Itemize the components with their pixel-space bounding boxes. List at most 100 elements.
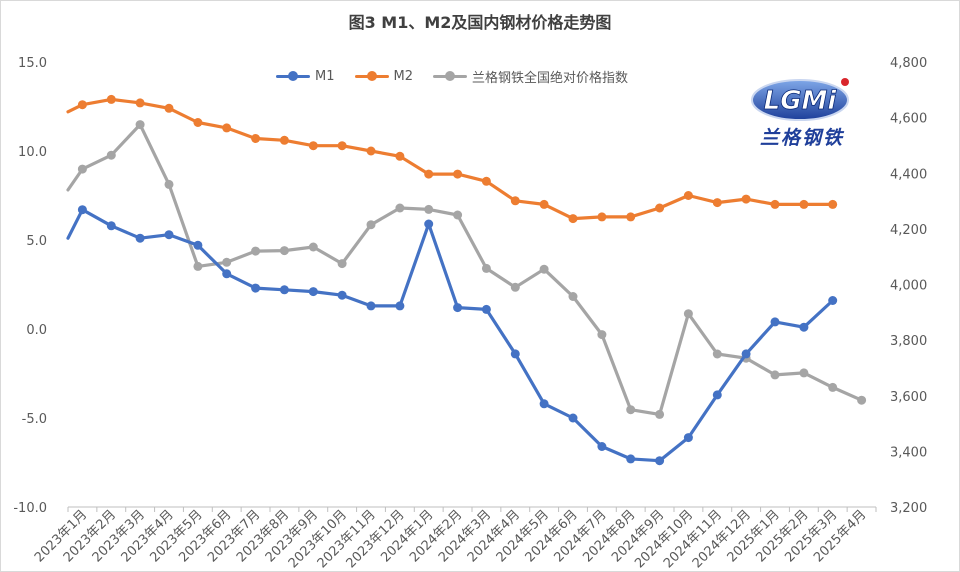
data-point-series-2-14	[481, 263, 491, 273]
left-axis-tick-label: -10.0	[13, 501, 47, 516]
data-point-series-1-0	[77, 100, 87, 110]
data-point-series-1-10	[366, 146, 376, 156]
data-point-series-1-5	[222, 123, 232, 133]
data-point-series-2-4	[193, 261, 203, 271]
data-point-series-1-1	[106, 94, 116, 104]
logo-tagline: 兰格钢铁	[760, 127, 845, 149]
left-axis-tick-label: 10.0	[18, 145, 47, 160]
series-layer	[66, 94, 867, 466]
legend-label-m1: M1	[315, 68, 335, 84]
left-axis-tick-label: 15.0	[18, 56, 47, 71]
logo-wordmark: LGMi	[764, 86, 838, 116]
data-point-series-2-26	[828, 382, 838, 392]
data-point-series-0-20	[655, 456, 665, 466]
left-axis-tick-label: 0.0	[26, 323, 47, 338]
data-point-series-2-19	[626, 405, 636, 415]
data-point-series-1-20	[655, 203, 665, 213]
data-point-series-2-21	[683, 309, 693, 319]
legend-swatch-m2	[354, 69, 389, 83]
legend-swatch-price-index	[433, 69, 467, 83]
legend-swatch-m1	[276, 69, 310, 83]
data-point-series-1-8	[308, 141, 318, 151]
right-axis-tick-label: 3,800	[890, 334, 927, 349]
data-point-series-1-24	[770, 199, 780, 209]
right-axis-tick-label: 3,200	[890, 501, 927, 516]
right-axis-tick-label: 3,400	[890, 445, 927, 460]
data-point-series-2-1	[106, 150, 116, 160]
data-point-series-0-17	[568, 413, 578, 423]
data-point-series-0-24	[770, 317, 780, 327]
right-axis-tick-label: 4,800	[890, 56, 927, 71]
data-point-series-2-10	[366, 220, 376, 230]
data-point-series-1-16	[539, 199, 549, 209]
data-point-series-2-20	[655, 409, 665, 419]
x-axis-tick-labels: 2023年1月2023年2月2023年3月2023年4月2023年5月2023年…	[32, 507, 869, 571]
data-point-series-0-15	[510, 349, 520, 359]
data-point-series-0-1	[106, 221, 116, 231]
data-point-series-0-6	[251, 283, 261, 293]
series-line-1	[66, 97, 835, 221]
left-axis-tick-labels: -10.0 -5.0 0.0 5.0 10.0 15.0	[13, 56, 47, 516]
data-point-series-1-26	[828, 199, 838, 209]
left-axis-tick-label: -5.0	[22, 412, 47, 427]
data-point-series-0-10	[366, 301, 376, 311]
legend-item-m1: M1	[276, 69, 335, 84]
data-point-series-2-22	[712, 349, 722, 359]
legend-label-price-index: 兰格钢铁全国绝对价格指数	[472, 70, 629, 86]
data-point-series-2-3	[164, 179, 174, 189]
data-point-series-2-2	[135, 120, 145, 130]
right-axis-tick-label: 4,200	[890, 223, 927, 238]
data-point-series-1-23	[741, 194, 751, 204]
lange-steel-logo: LGMi 兰格钢铁	[751, 78, 849, 149]
data-point-series-2-7	[279, 246, 289, 256]
data-point-series-1-21	[683, 191, 693, 200]
legend-item-price-index: 兰格钢铁全国绝对价格指数	[433, 67, 628, 86]
data-point-series-1-6	[251, 134, 261, 143]
data-point-series-1-19	[626, 212, 636, 222]
data-point-series-1-14	[481, 176, 491, 186]
data-point-series-0-13	[453, 303, 463, 313]
right-axis-tick-label: 4,600	[890, 112, 927, 127]
left-axis-tick-label: 5.0	[26, 234, 47, 249]
data-point-series-1-18	[597, 212, 607, 222]
data-point-series-2-17	[568, 292, 578, 301]
legend-item-m2: M2	[354, 69, 413, 84]
data-point-series-1-15	[510, 196, 520, 206]
data-point-series-1-2	[135, 98, 145, 108]
data-point-series-0-3	[164, 230, 174, 240]
data-point-series-2-16	[539, 264, 549, 274]
data-point-series-0-19	[626, 454, 636, 464]
data-point-series-0-25	[799, 322, 809, 332]
data-point-series-0-4	[193, 240, 203, 250]
data-point-series-0-18	[597, 442, 607, 451]
series-line-0	[66, 208, 835, 463]
right-axis-tick-label: 4,400	[890, 167, 927, 182]
right-axis-tick-labels: 3,200 3,400 3,600 3,800 4,000 4,200 4,400 4,600…	[890, 56, 927, 516]
data-point-series-1-25	[799, 199, 809, 209]
data-point-series-1-12	[424, 169, 434, 179]
data-point-series-0-5	[222, 269, 232, 279]
data-point-series-2-18	[597, 330, 607, 340]
legend: M1 M2 兰格钢铁全国绝对价格指数	[276, 65, 648, 87]
data-point-series-0-2	[135, 233, 145, 243]
data-point-series-1-11	[395, 151, 405, 161]
right-axis-tick-label: 4,000	[890, 279, 927, 294]
data-point-series-0-9	[337, 290, 347, 300]
data-point-series-0-0	[77, 205, 87, 215]
data-point-series-2-27	[857, 395, 867, 405]
data-point-series-2-8	[308, 242, 318, 252]
chart-title: 图3 M1、M2及国内钢材价格走势图	[348, 13, 612, 32]
data-point-series-0-8	[308, 287, 318, 297]
data-point-series-2-25	[799, 368, 809, 378]
data-point-series-1-9	[337, 141, 347, 151]
data-point-series-2-6	[251, 246, 261, 256]
data-point-series-2-5	[222, 257, 232, 267]
data-point-series-1-7	[279, 135, 289, 145]
data-point-series-0-14	[481, 304, 491, 314]
series-line-2	[66, 122, 864, 416]
right-axis-tick-label: 3,600	[890, 390, 927, 405]
data-point-series-2-11	[395, 203, 405, 213]
data-point-series-2-24	[770, 370, 780, 380]
data-point-series-2-9	[337, 259, 347, 269]
